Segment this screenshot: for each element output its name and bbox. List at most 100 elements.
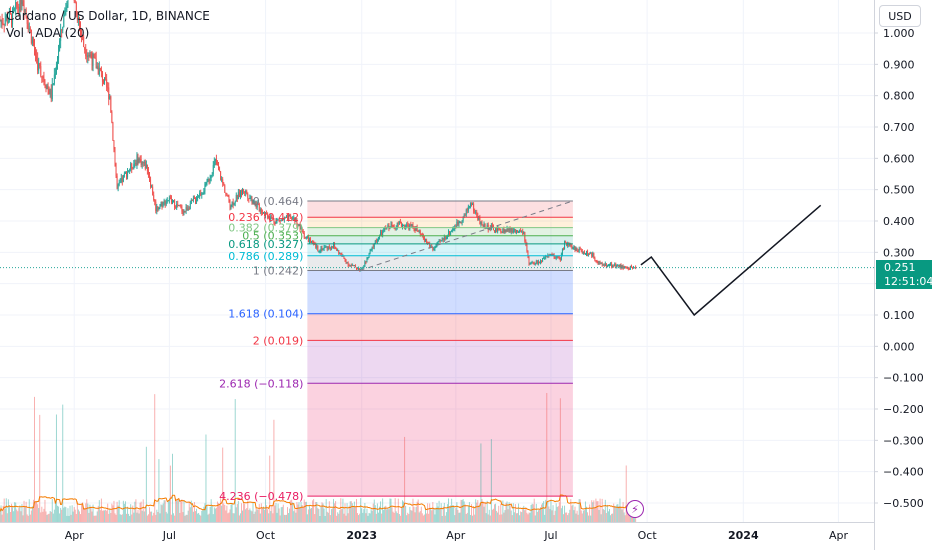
candle-body[interactable] [369,250,371,254]
candle-body[interactable] [9,11,11,14]
candle-body[interactable] [551,254,553,256]
candle-body[interactable] [86,56,88,58]
candle-body[interactable] [121,177,123,182]
candle-body[interactable] [134,163,136,165]
candle-body[interactable] [399,221,401,223]
candle-body[interactable] [139,158,141,160]
candle-body[interactable] [531,262,533,264]
candle-body[interactable] [310,239,311,243]
candle-body[interactable] [64,9,66,15]
candle-body[interactable] [501,231,503,234]
candle-body[interactable] [207,178,209,181]
candle-body[interactable] [440,240,442,242]
candle-body[interactable] [75,2,77,15]
candle-body[interactable] [253,202,255,205]
candle-body[interactable] [592,253,594,257]
candle-body[interactable] [8,11,10,21]
candle-body[interactable] [520,229,522,232]
candle-body[interactable] [381,232,383,236]
candle-body[interactable] [533,262,535,265]
candle-body[interactable] [583,251,585,254]
candle-body[interactable] [361,267,363,269]
candle-body[interactable] [36,56,38,60]
candle-body[interactable] [625,266,627,268]
candle-body[interactable] [577,251,579,253]
candle-body[interactable] [605,263,607,267]
candle-body[interactable] [264,212,265,216]
candle-body[interactable] [229,202,231,209]
candle-body[interactable] [142,161,144,164]
candle-body[interactable] [382,231,384,236]
candle-body[interactable] [299,224,301,230]
candle-body[interactable] [245,190,247,193]
candle-body[interactable] [604,263,606,266]
candle-body[interactable] [60,29,62,42]
candle-body[interactable] [129,169,131,172]
candle-body[interactable] [51,84,53,100]
candle-body[interactable] [316,246,318,248]
candle-body[interactable] [466,209,468,211]
candle-body[interactable] [353,265,355,267]
candle-body[interactable] [160,203,162,206]
candle-body[interactable] [197,197,199,200]
candle-body[interactable] [234,201,236,203]
candle-body[interactable] [198,196,200,198]
candle-body[interactable] [16,2,18,7]
candle-body[interactable] [114,149,116,164]
candle-body[interactable] [103,81,104,83]
candle-body[interactable] [329,247,331,249]
candle-body[interactable] [441,238,443,241]
candle-body[interactable] [210,175,212,178]
candle-body[interactable] [55,65,57,74]
candle-body[interactable] [540,260,541,263]
candle-body[interactable] [422,234,424,239]
candle-body[interactable] [73,0,75,1]
candle-body[interactable] [496,228,498,232]
candle-body[interactable] [461,220,463,223]
candle-body[interactable] [582,251,584,254]
candle-body[interactable] [607,265,609,267]
candle-body[interactable] [141,161,143,165]
candle-body[interactable] [109,96,111,99]
candle-body[interactable] [462,216,464,221]
candle-body[interactable] [498,227,500,229]
candle-body[interactable] [377,237,379,240]
candle-body[interactable] [326,246,328,250]
candle-body[interactable] [384,227,386,231]
projection-path[interactable] [640,204,822,317]
candle-body[interactable] [2,23,4,25]
candle-body[interactable] [196,199,198,202]
candle-body[interactable] [372,246,374,248]
candle-body[interactable] [261,212,263,214]
candle-body[interactable] [541,260,543,262]
candle-body[interactable] [258,203,260,212]
candle-body[interactable] [17,6,19,8]
candle-body[interactable] [375,240,377,242]
candle-body[interactable] [74,0,76,3]
candle-body[interactable] [503,228,505,232]
candle-body[interactable] [39,63,41,67]
candle-body[interactable] [96,66,98,69]
candle-body[interactable] [106,79,108,88]
candle-body[interactable] [12,9,14,25]
candle-body[interactable] [53,74,55,84]
candle-body[interactable] [527,251,529,257]
candle-body[interactable] [63,14,65,28]
candle-body[interactable] [156,206,158,212]
candle-body[interactable] [561,248,563,255]
candle-body[interactable] [168,197,170,201]
candle-body[interactable] [434,246,436,250]
candle-body[interactable] [133,164,135,169]
candle-body[interactable] [463,214,465,217]
candle-body[interactable] [239,190,241,197]
candle-body[interactable] [83,36,85,48]
volume-indicator-label[interactable]: Vol · ADA (20) [6,26,90,40]
candle-body[interactable] [146,164,148,172]
candle-body[interactable] [41,76,43,78]
candle-body[interactable] [323,247,325,249]
candle-body[interactable] [85,49,87,57]
candle-body[interactable] [291,217,293,219]
candle-body[interactable] [26,16,28,24]
candle-body[interactable] [167,200,169,202]
candle-body[interactable] [305,237,307,239]
